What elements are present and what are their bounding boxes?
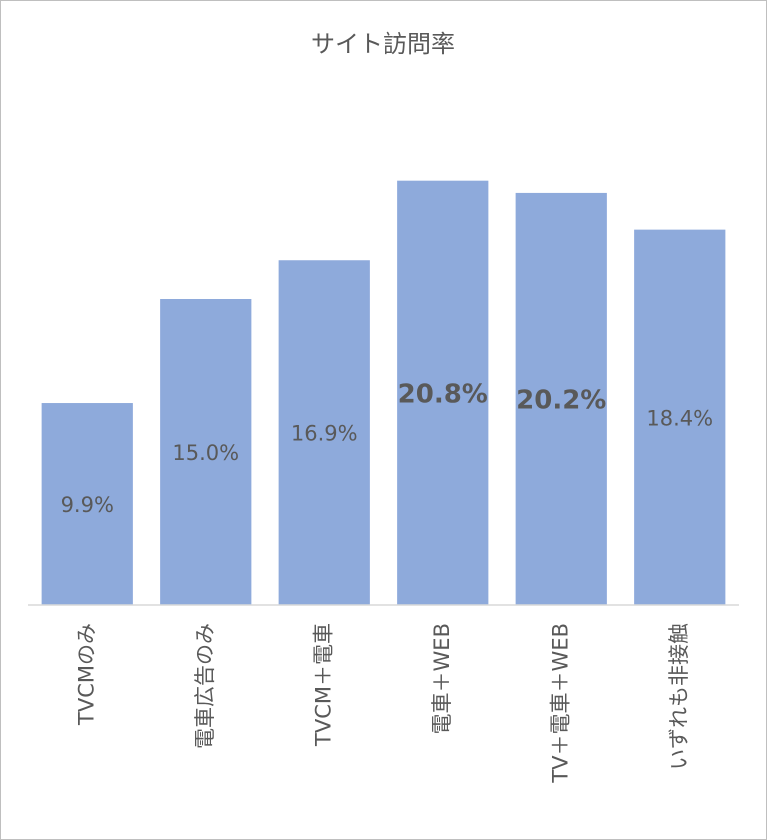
x-tick-label: 電車広告のみ (193, 623, 217, 749)
x-tick-label: 電車＋WEB (430, 623, 454, 734)
bar (397, 180, 489, 605)
x-tick-label: TVCM＋電車 (311, 623, 335, 747)
chart-title: サイト訪問率 (311, 30, 455, 58)
value-label: 16.9% (291, 422, 358, 446)
value-label: 9.9% (61, 493, 114, 517)
value-label: 20.2% (516, 385, 606, 415)
bar (634, 229, 726, 605)
x-tick-label: TV＋電車＋WEB (548, 623, 572, 784)
x-tick-label: いずれも非接触 (667, 623, 691, 770)
bar (160, 299, 252, 605)
bar (515, 192, 607, 606)
x-tick-label: TVCMのみ (74, 623, 98, 726)
value-label: 18.4% (646, 406, 713, 430)
value-label: 20.8% (398, 379, 488, 409)
value-label: 15.0% (172, 441, 239, 465)
bar (41, 403, 133, 605)
bar (278, 260, 370, 605)
